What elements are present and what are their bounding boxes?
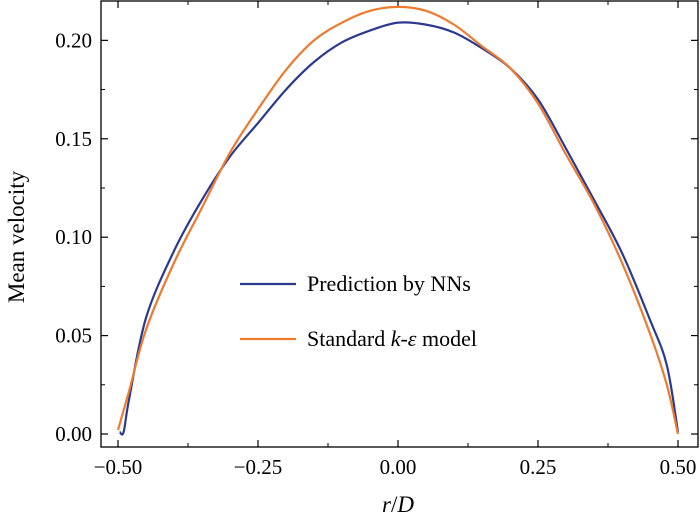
- y-tick-label: 0.20: [55, 28, 92, 52]
- y-tick-label: 0.10: [55, 225, 92, 249]
- x-tick-label: 0.00: [380, 455, 417, 479]
- x-axis-title: r/D: [382, 492, 414, 517]
- plot-frame: [100, 0, 699, 448]
- x-tick-label: 0.50: [660, 455, 697, 479]
- legend-label-0: Prediction by NNs: [307, 271, 471, 296]
- y-tick-labels: 0.00 0.05 0.10 0.15 0.20: [55, 28, 92, 446]
- legend: Prediction by NNs Standard k-ε model: [240, 271, 477, 351]
- series-line-1: [116, 5, 680, 435]
- axis-ticks: [101, 1, 698, 447]
- series-line-0: [118, 21, 680, 436]
- y-tick-label: 0.05: [55, 324, 92, 348]
- y-axis-title: Mean velocity: [4, 170, 29, 303]
- x-tick-label: −0.25: [234, 455, 283, 479]
- series-layer: [116, 5, 680, 436]
- y-tick-label: 0.15: [55, 127, 92, 151]
- y-tick-label: 0.00: [55, 422, 92, 446]
- x-tick-label: 0.25: [520, 455, 557, 479]
- x-tick-labels: −0.50 −0.25 0.00 0.25 0.50: [94, 455, 697, 479]
- x-tick-label: −0.50: [94, 455, 143, 479]
- legend-label-1: Standard k-ε model: [307, 326, 477, 351]
